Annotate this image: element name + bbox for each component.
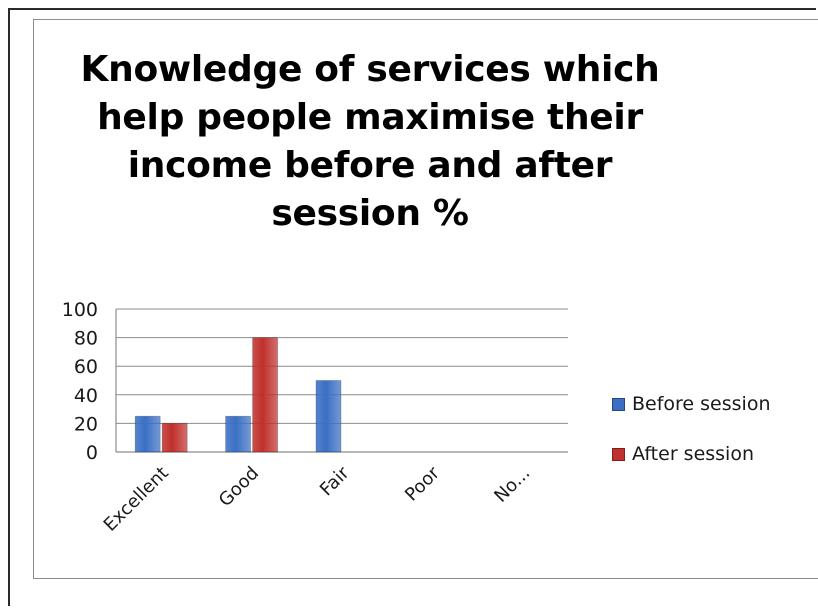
legend-label-before: Before session xyxy=(632,393,771,415)
bar-before xyxy=(225,415,252,453)
y-tick-label: 40 xyxy=(74,385,98,407)
legend-label-after: After session xyxy=(632,443,754,465)
bar-after xyxy=(161,422,188,453)
x-tick-label: Excellent xyxy=(100,463,173,536)
y-tick-label: 0 xyxy=(86,442,98,464)
bar-after xyxy=(252,337,279,453)
chart-legend: Before session After session xyxy=(612,388,812,488)
y-tick-label: 80 xyxy=(74,328,98,350)
bar-before xyxy=(134,415,161,453)
x-tick-label: Fair xyxy=(316,462,354,500)
x-tick-label: No... xyxy=(490,463,534,507)
y-tick-label: 20 xyxy=(74,413,98,435)
x-tick-label: Good xyxy=(215,463,263,511)
chart-title: Knowledge of services which help people … xyxy=(80,49,660,234)
legend-swatch-before xyxy=(612,397,625,411)
x-tick-label: Poor xyxy=(401,462,444,505)
legend-item-after: After session xyxy=(612,438,812,470)
chart-area xyxy=(33,19,818,579)
legend-swatch-after xyxy=(612,447,625,461)
y-tick-label: 60 xyxy=(74,356,98,378)
bar-before xyxy=(315,380,342,453)
legend-item-before: Before session xyxy=(612,388,812,420)
y-tick-label: 100 xyxy=(62,299,98,321)
